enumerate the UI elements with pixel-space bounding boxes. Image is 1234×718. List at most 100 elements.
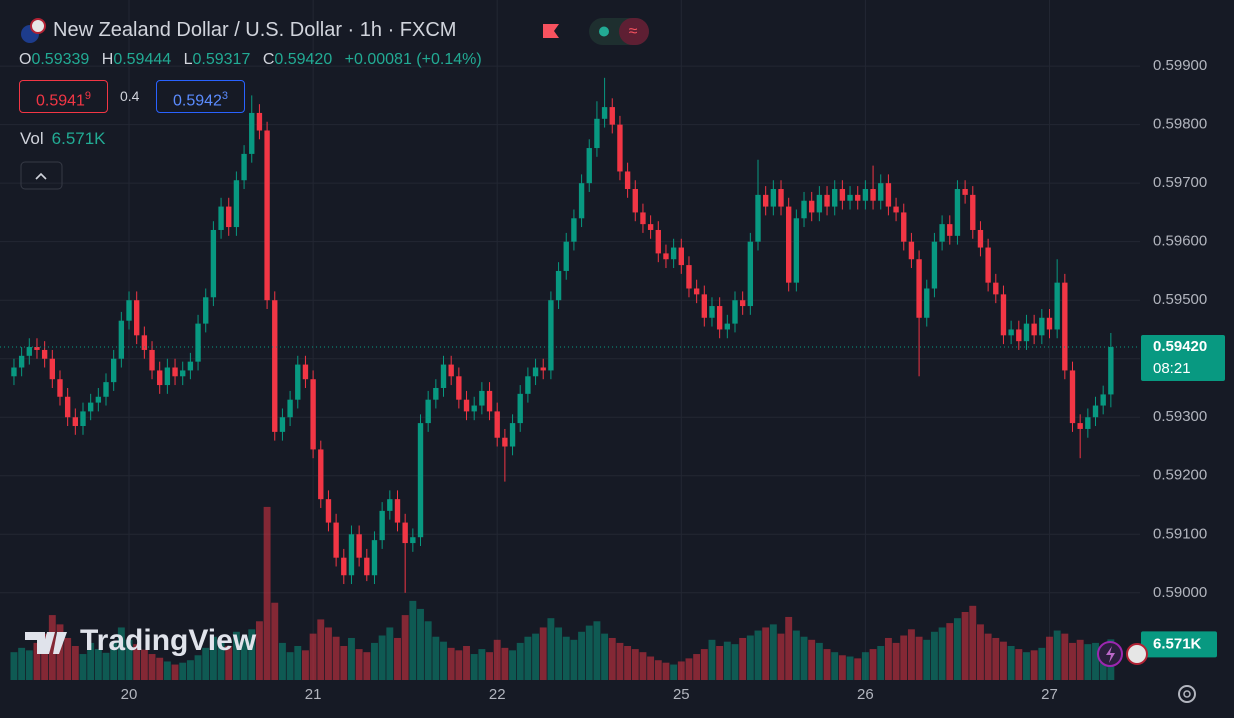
volume-bar bbox=[209, 636, 217, 680]
volume-bar bbox=[532, 633, 540, 680]
last-price-label: 0.59420 bbox=[1153, 338, 1207, 355]
volume-bar bbox=[440, 641, 447, 680]
candle-body bbox=[41, 349, 48, 359]
volume-bar bbox=[363, 652, 371, 680]
volume-bar bbox=[401, 615, 409, 680]
candle-body bbox=[655, 229, 661, 254]
volume-bar bbox=[217, 641, 225, 680]
candle-body bbox=[885, 183, 892, 207]
candle-body bbox=[525, 376, 531, 394]
candle-body bbox=[49, 358, 55, 380]
volume-bar bbox=[593, 621, 601, 680]
candle-body bbox=[970, 194, 976, 230]
buy-button[interactable]: 0.59423 bbox=[156, 80, 245, 113]
volume-bar bbox=[478, 649, 486, 680]
volume-bar bbox=[140, 649, 148, 680]
candle-body bbox=[11, 367, 17, 377]
candle-body bbox=[517, 393, 523, 424]
volume-bar bbox=[639, 652, 647, 680]
candle-body bbox=[977, 229, 984, 248]
flag-icon bbox=[1126, 643, 1148, 665]
candle-body bbox=[1062, 282, 1068, 371]
volume-bar bbox=[509, 650, 516, 680]
volume-bar bbox=[723, 641, 731, 680]
volume-bar bbox=[271, 602, 279, 680]
volume-bar bbox=[48, 615, 56, 680]
candle-body bbox=[878, 183, 884, 201]
x-tick-label: 27 bbox=[1041, 686, 1058, 703]
volume-bar bbox=[739, 637, 747, 680]
candle-body bbox=[180, 370, 186, 377]
volume-bar bbox=[969, 605, 977, 680]
candle-body bbox=[448, 364, 454, 377]
volume-bar bbox=[808, 639, 816, 680]
candle-body bbox=[824, 194, 830, 207]
volume-bar bbox=[94, 649, 102, 680]
candle-body bbox=[471, 405, 477, 412]
candle-body bbox=[862, 189, 869, 201]
volume-bar bbox=[1061, 633, 1069, 680]
candles bbox=[11, 77, 1114, 593]
volume-bar bbox=[179, 662, 187, 680]
volume-bar bbox=[355, 649, 363, 680]
candle-body bbox=[624, 171, 631, 190]
volume-bar bbox=[447, 647, 455, 680]
candle-body bbox=[617, 124, 623, 172]
volume-bar bbox=[255, 621, 263, 680]
x-tick-label: 26 bbox=[857, 686, 874, 703]
volume-bar bbox=[41, 633, 49, 680]
candle-body bbox=[57, 379, 63, 397]
sell-button[interactable]: 0.59419 bbox=[19, 80, 108, 113]
volume-bar bbox=[186, 660, 194, 680]
volume-bar bbox=[301, 650, 309, 680]
volume-bar bbox=[371, 642, 378, 680]
candle-body bbox=[893, 206, 899, 213]
candle-body bbox=[663, 253, 669, 260]
candle-body bbox=[118, 320, 125, 359]
candle-body bbox=[670, 247, 677, 260]
status-pill-half bbox=[619, 18, 649, 45]
candle-body bbox=[954, 189, 961, 236]
volume-bar bbox=[486, 652, 493, 680]
candle-body bbox=[364, 557, 370, 576]
volume-bar bbox=[585, 625, 593, 680]
last-price-box bbox=[1141, 335, 1225, 382]
candle-body bbox=[1023, 323, 1030, 342]
candle-body bbox=[609, 107, 615, 125]
volume-bar bbox=[455, 650, 463, 680]
volume-bar bbox=[785, 616, 793, 680]
volume-bar bbox=[616, 642, 624, 680]
volume-bar bbox=[562, 636, 570, 680]
price-change: +0.00081 (+0.14%) bbox=[344, 51, 482, 68]
volume-bar bbox=[1038, 647, 1046, 680]
candle-body bbox=[686, 265, 692, 289]
candle-body bbox=[195, 323, 201, 362]
candle-body bbox=[739, 300, 746, 307]
volume-bar bbox=[992, 637, 1000, 680]
collapse-button bbox=[20, 161, 63, 190]
volume-bar bbox=[1053, 630, 1061, 680]
flag-icon bbox=[30, 18, 46, 34]
volume-bar bbox=[463, 646, 470, 680]
volume-axis-label: 6.571K bbox=[1153, 635, 1202, 652]
candle-body bbox=[333, 522, 339, 558]
volume-bar bbox=[340, 646, 348, 680]
candle-body bbox=[203, 297, 209, 324]
candle-body bbox=[632, 189, 638, 213]
candle-body bbox=[272, 300, 278, 432]
candle-body bbox=[1069, 370, 1076, 424]
candle-body bbox=[149, 349, 155, 371]
y-tick-label: 0.59000 bbox=[1153, 584, 1207, 601]
buy-pip: 3 bbox=[221, 90, 229, 102]
watermark: TradingView bbox=[80, 624, 257, 657]
volume-bar bbox=[631, 649, 639, 680]
candle-body bbox=[463, 399, 470, 412]
ohlc-value: 0.59420 bbox=[274, 51, 333, 68]
volume-bar bbox=[677, 661, 685, 680]
volume-bar bbox=[125, 639, 133, 680]
candle-body bbox=[709, 306, 715, 318]
candle-body bbox=[249, 112, 255, 154]
volume-bar bbox=[923, 639, 931, 680]
volume-bar bbox=[1076, 639, 1084, 680]
